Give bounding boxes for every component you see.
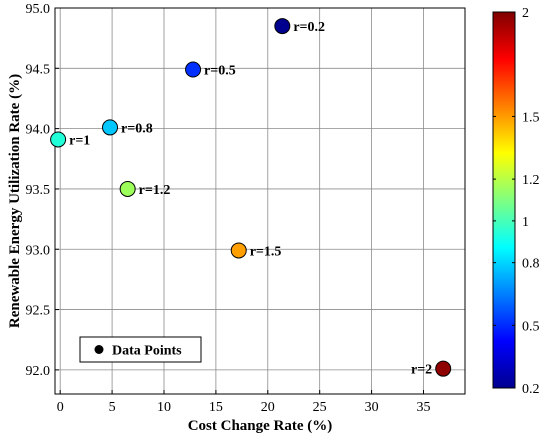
x-tick-label: 10	[157, 400, 171, 415]
x-tick-label: 15	[209, 400, 223, 415]
y-tick-label: 94.5	[26, 62, 51, 77]
data-point	[102, 119, 119, 136]
axes: 0 5 10 15 20 25 30 35 92.0 92.5 93.0 93.5 94.0 94.5 95…	[26, 2, 466, 415]
data-point	[185, 61, 202, 78]
point-label: r=1.2	[139, 183, 171, 198]
colorbar-tick-label: 0.2	[522, 382, 540, 397]
data-point	[119, 180, 136, 197]
y-tick-label: 93.5	[26, 183, 51, 198]
legend-label: Data Points	[112, 344, 182, 359]
plot-frame	[54, 7, 466, 395]
data-point	[50, 131, 67, 148]
colorbar-tick-label: 1.5	[522, 110, 540, 125]
legend: Data Points	[79, 336, 202, 363]
point-label: r=1.5	[250, 244, 282, 259]
x-tick-label: 30	[365, 400, 379, 415]
data-point	[435, 360, 452, 377]
data-points: r=0.2 r=0.5 r=0.8 r=1 r=1.2 r=1.5 r=2	[50, 18, 452, 378]
colorbar-gradient	[492, 11, 516, 389]
colorbar-tick-label: 1	[522, 215, 529, 230]
point-label: r=0.5	[204, 64, 236, 79]
x-tick-label: 35	[416, 400, 430, 415]
y-tick-label: 94.0	[26, 123, 51, 138]
x-axis-title: Cost Change Rate (%)	[188, 418, 333, 434]
y-tick-label: 92.0	[26, 364, 51, 379]
data-point	[230, 242, 247, 259]
point-label: r=2	[411, 363, 432, 378]
legend-marker	[94, 345, 104, 354]
x-tick-label: 25	[313, 400, 327, 415]
point-label: r=1	[69, 133, 90, 148]
data-point	[274, 18, 291, 35]
colorbar-tick-label: 0.8	[522, 257, 540, 272]
colorbar-tick-label: 1.2	[522, 173, 540, 188]
y-tick-label: 92.5	[26, 304, 51, 319]
y-tick-label: 93.0	[26, 243, 51, 258]
point-label: r=0.2	[293, 20, 325, 35]
x-tick-label: 5	[109, 400, 116, 415]
colorbar-tick-label: 0.5	[522, 319, 540, 334]
point-label: r=0.8	[121, 121, 153, 136]
colorbar-tick-label: 2	[522, 6, 529, 21]
colorbar: 0.2 0.5 0.8 1 1.2 1.5 2	[492, 6, 540, 397]
x-tick-label: 20	[261, 400, 275, 415]
y-tick-label: 95.0	[26, 2, 51, 17]
y-axis-title: Renewable Energy Utilization Rate (%)	[7, 74, 23, 328]
x-tick-label: 0	[57, 400, 64, 415]
